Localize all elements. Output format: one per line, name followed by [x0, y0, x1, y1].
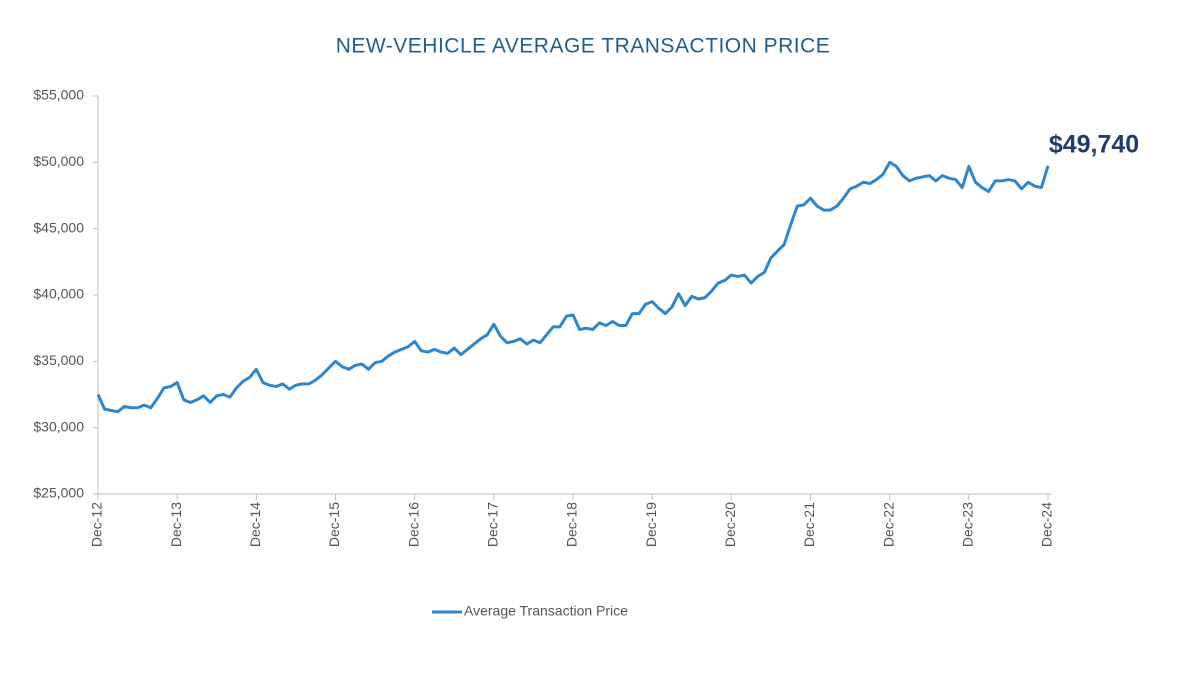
value-label: $49,740	[1049, 130, 1139, 158]
y-tick-label: $30,000	[33, 418, 84, 434]
x-tick-label: Dec-14	[247, 502, 263, 547]
chart-title: NEW-VEHICLE AVERAGE TRANSACTION PRICE	[336, 35, 831, 58]
x-tick-label: Dec-24	[1039, 502, 1055, 547]
x-tick-label: Dec-19	[643, 502, 659, 547]
x-tick-label: Dec-21	[801, 502, 817, 547]
x-tick-label: Dec-23	[960, 502, 976, 547]
y-tick-label: $55,000	[33, 87, 84, 103]
x-tick-label: Dec-15	[326, 502, 342, 547]
y-tick-label: $40,000	[33, 286, 84, 302]
x-tick-label: Dec-17	[485, 502, 501, 547]
x-tick-label: Dec-16	[405, 502, 421, 547]
y-tick-label: $25,000	[33, 485, 84, 501]
legend-label: Average Transaction Price	[464, 603, 628, 619]
x-tick-label: Dec-18	[564, 502, 580, 547]
x-tick-label: Dec-12	[89, 502, 105, 547]
line	[96, 160, 1050, 414]
x-tick-label: Dec-22	[880, 502, 896, 547]
y-tick-label: $35,000	[33, 352, 84, 368]
y-tick-label: $45,000	[33, 219, 84, 235]
x-tick-label: Dec-20	[722, 502, 738, 547]
y-tick-label: $50,000	[33, 153, 84, 169]
x-tick-label: Dec-13	[168, 502, 184, 547]
